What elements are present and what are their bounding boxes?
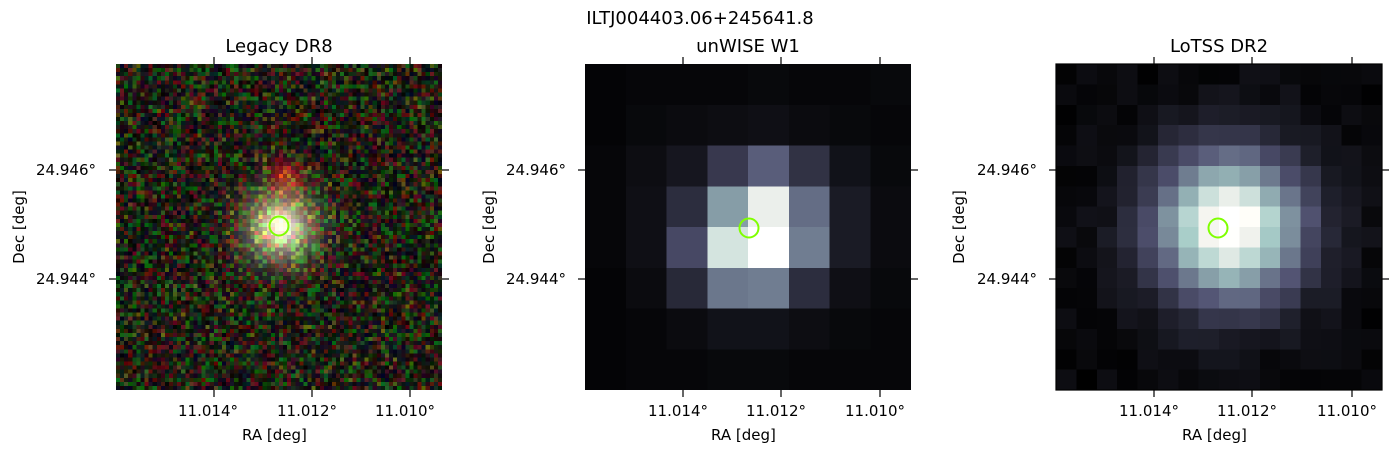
xlabel: RA [deg] — [1182, 426, 1247, 444]
panel-title-lotss: LoTSS DR2 — [1169, 36, 1269, 57]
xtick-label: 11.012° — [1217, 402, 1277, 420]
ytick-label: 24.946° — [977, 161, 1037, 179]
xtick-label: 11.010° — [1317, 402, 1377, 420]
unwise-image — [585, 64, 911, 390]
ytick-label: 24.944° — [36, 270, 96, 288]
xtick-label: 11.010° — [375, 402, 435, 420]
ylabel: Dec [deg] — [479, 190, 498, 264]
xtick-label: 11.014° — [648, 402, 708, 420]
lotss-image — [1056, 64, 1382, 390]
ylabel: Dec [deg] — [949, 190, 968, 264]
xtick-label: 11.014° — [178, 402, 238, 420]
legacy-image — [116, 64, 442, 390]
ytick-label: 24.946° — [36, 161, 96, 179]
xtick-label: 11.012° — [277, 402, 337, 420]
ytick-label: 24.946° — [506, 161, 566, 179]
panel-title-unwise: unWISE W1 — [696, 36, 800, 57]
ytick-label: 24.944° — [977, 270, 1037, 288]
panel-title-legacy: Legacy DR8 — [225, 36, 333, 57]
xlabel: RA [deg] — [242, 426, 307, 444]
xtick-label: 11.010° — [845, 402, 905, 420]
ylabel: Dec [deg] — [9, 190, 28, 264]
figure-title: ILTJ004403.06+245641.8 — [586, 8, 814, 29]
ytick-label: 24.944° — [506, 270, 566, 288]
xtick-label: 11.012° — [746, 402, 806, 420]
xtick-label: 11.014° — [1119, 402, 1179, 420]
xlabel: RA [deg] — [711, 426, 776, 444]
